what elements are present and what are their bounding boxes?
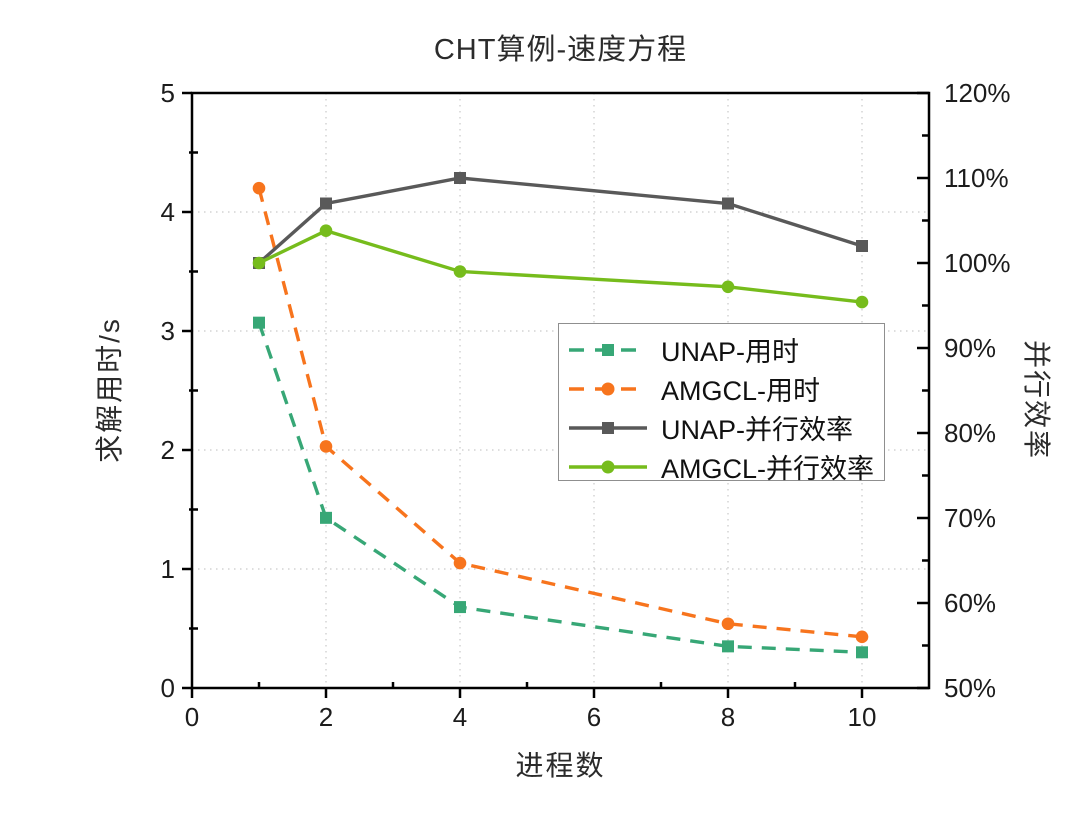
svg-text:8: 8	[721, 702, 735, 732]
svg-text:80%: 80%	[944, 418, 996, 448]
legend-item: UNAP-用时	[567, 330, 880, 369]
legend-line-sample	[569, 460, 647, 473]
svg-text:3: 3	[161, 316, 175, 346]
legend-item: UNAP-并行效率	[567, 408, 880, 447]
svg-text:5: 5	[161, 78, 175, 108]
legend-line-sample	[569, 343, 647, 356]
legend-item-label: AMGCL-并行效率	[661, 454, 875, 484]
svg-text:4: 4	[453, 702, 467, 732]
svg-text:110%: 110%	[944, 163, 1009, 193]
svg-text:6: 6	[587, 702, 601, 732]
svg-text:0: 0	[185, 702, 199, 732]
svg-text:2: 2	[161, 435, 175, 465]
svg-text:4: 4	[161, 197, 175, 227]
legend-line-sample	[569, 421, 647, 434]
left-axis-label: 求解用时/s	[94, 317, 125, 463]
right-axis-label: 并行效率	[1021, 339, 1052, 461]
svg-text:90%: 90%	[944, 333, 996, 363]
svg-text:60%: 60%	[944, 588, 996, 618]
x-axis-label: 进程数	[515, 750, 606, 781]
svg-text:1: 1	[161, 554, 175, 584]
legend-item: AMGCL-并行效率	[567, 447, 880, 486]
svg-text:50%: 50%	[944, 673, 996, 703]
svg-text:120%: 120%	[944, 78, 1011, 108]
legend-line-sample	[569, 382, 647, 395]
legend-item-label: AMGCL-用时	[661, 376, 821, 406]
chart-title: CHT算例-速度方程	[433, 34, 688, 66]
legend-item: AMGCL-用时	[567, 369, 880, 408]
svg-text:2: 2	[319, 702, 333, 732]
legend: UNAP-用时 AMGCL-用时 UNAP-并行效率 AMGCL-并行效率	[558, 323, 885, 484]
legend-item-label: UNAP-用时	[661, 337, 800, 367]
svg-text:100%: 100%	[944, 248, 1011, 278]
svg-text:0: 0	[161, 673, 175, 703]
svg-text:10: 10	[848, 702, 877, 732]
legend-item-label: UNAP-并行效率	[661, 415, 854, 445]
svg-text:70%: 70%	[944, 503, 996, 533]
